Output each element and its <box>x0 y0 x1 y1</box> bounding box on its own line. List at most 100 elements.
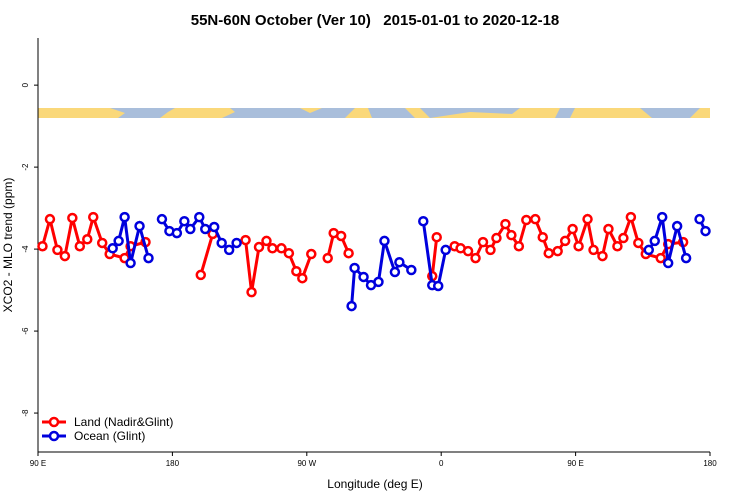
point <box>543 247 554 259</box>
point <box>500 218 511 230</box>
point <box>134 220 145 232</box>
point <box>582 213 593 225</box>
point <box>179 215 190 227</box>
point <box>432 280 444 292</box>
y-tick-label: -8 <box>21 409 30 417</box>
point <box>470 252 481 264</box>
map-ocean <box>640 108 700 118</box>
point <box>143 252 154 264</box>
point <box>655 252 666 264</box>
point <box>267 243 278 254</box>
point <box>74 240 86 252</box>
point <box>477 236 489 248</box>
point <box>113 235 124 247</box>
point <box>603 223 614 235</box>
x-tick-label: 90 W <box>297 459 316 468</box>
map-ocean <box>368 108 415 118</box>
map-strip <box>38 108 710 118</box>
point <box>440 244 451 256</box>
point <box>96 237 108 249</box>
point <box>513 240 525 252</box>
y-tick-label: -2 <box>21 163 30 171</box>
point <box>346 300 357 312</box>
point <box>231 237 242 249</box>
point <box>389 266 401 278</box>
map-ocean <box>420 108 520 118</box>
point <box>649 235 660 247</box>
point <box>662 257 674 269</box>
point <box>208 221 220 233</box>
point <box>283 247 295 259</box>
point <box>618 232 629 244</box>
point <box>552 245 563 257</box>
x-tick-label: 180 <box>703 459 717 468</box>
point <box>107 243 118 254</box>
point <box>418 215 429 227</box>
point <box>694 213 705 225</box>
point <box>156 213 168 225</box>
point <box>52 244 63 256</box>
point <box>612 240 623 252</box>
point <box>194 211 205 223</box>
point <box>573 240 584 252</box>
legend-label: Land (Nadir&Glint) <box>74 415 173 429</box>
point <box>643 244 655 256</box>
point <box>358 271 369 283</box>
point <box>656 211 668 223</box>
point <box>276 243 287 254</box>
legend-marker <box>48 430 60 442</box>
x-tick-label: 90 E <box>567 459 583 468</box>
point <box>223 244 235 256</box>
point <box>291 265 302 277</box>
point <box>597 250 608 262</box>
y-tick-label: -4 <box>21 245 30 253</box>
chart-title: 55N-60N October (Ver 10) 2015-01-01 to 2… <box>191 12 560 29</box>
x-axis-label: Longitude (deg E) <box>327 477 422 491</box>
point <box>431 231 442 243</box>
point <box>394 256 405 268</box>
x-tick-label: 180 <box>166 459 180 468</box>
point <box>37 240 48 252</box>
x-tick-label: 0 <box>439 459 444 468</box>
point <box>530 213 541 225</box>
point <box>119 211 130 223</box>
y-tick-label: -6 <box>21 327 30 335</box>
y-axis-label: XCO2 - MLO trend (ppm) <box>1 178 15 313</box>
point <box>82 234 93 245</box>
point <box>521 214 532 226</box>
point <box>195 269 207 281</box>
point <box>491 232 502 244</box>
point <box>462 245 474 257</box>
point <box>537 231 548 243</box>
point <box>322 252 333 264</box>
point <box>343 247 354 259</box>
point <box>44 213 56 225</box>
point <box>306 248 317 260</box>
point <box>485 244 496 256</box>
point <box>67 212 78 224</box>
point <box>335 230 347 242</box>
point <box>240 234 251 246</box>
y-tick-label: 0 <box>21 82 30 87</box>
legend-marker <box>48 416 60 428</box>
point <box>506 229 517 241</box>
point <box>406 264 417 276</box>
point <box>88 211 99 223</box>
x-tick-label: 90 E <box>30 459 46 468</box>
point <box>567 223 578 235</box>
point <box>588 244 599 256</box>
point <box>200 223 211 235</box>
point <box>185 223 196 235</box>
point <box>246 286 257 298</box>
point <box>261 235 272 247</box>
point <box>680 252 692 264</box>
point <box>216 237 227 249</box>
legend-label: Ocean (Glint) <box>74 429 145 443</box>
point <box>253 241 265 253</box>
point <box>349 262 360 274</box>
map-ocean <box>110 108 175 118</box>
point <box>559 235 571 247</box>
point <box>125 257 136 269</box>
point <box>633 237 644 249</box>
